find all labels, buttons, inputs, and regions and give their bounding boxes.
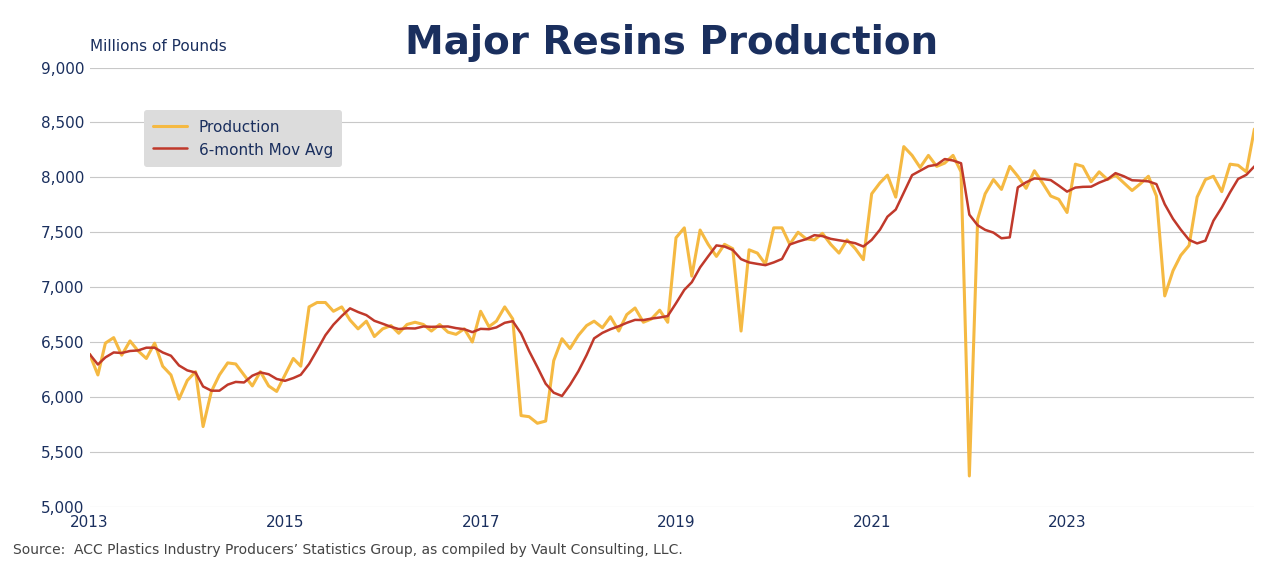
Text: Millions of Pounds: Millions of Pounds (90, 39, 227, 55)
Line: 6-month Mov Avg: 6-month Mov Avg (90, 159, 1254, 396)
Title: Major Resins Production: Major Resins Production (406, 24, 938, 62)
Line: Production: Production (90, 129, 1254, 476)
Legend: Production, 6-month Mov Avg: Production, 6-month Mov Avg (143, 110, 342, 167)
Text: Source:  ACC Plastics Industry Producers’ Statistics Group, as compiled by Vault: Source: ACC Plastics Industry Producers’… (13, 543, 682, 557)
